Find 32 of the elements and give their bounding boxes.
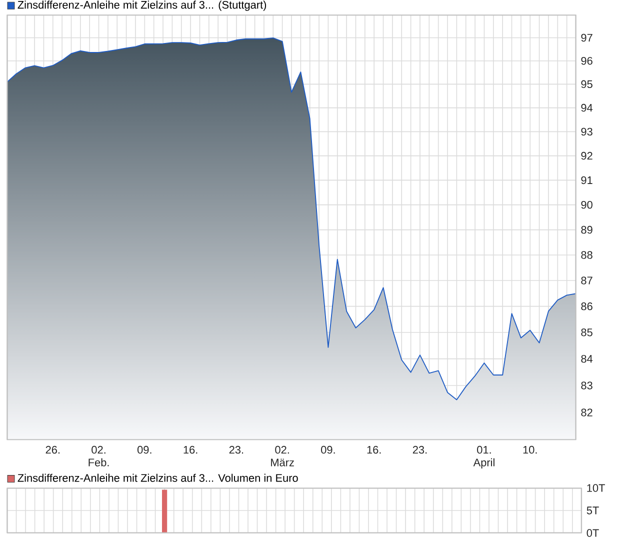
legend-label: Zinsdifferenz-Anleihe mit Zielzins auf 3... (Stuttgart): [18, 0, 266, 11]
x-tick-label: 10.: [523, 446, 537, 454]
x-tick-label: 16.: [367, 446, 381, 454]
y-tick-label: 89: [581, 226, 592, 234]
legend-label: Zinsdifferenz-Anleihe mit Zielzins auf 3... Volumen in Euro: [18, 474, 298, 482]
y-tick-label: 96: [581, 56, 592, 65]
y-tick-label: 10T: [587, 484, 605, 492]
y-tick-label: 83: [581, 382, 592, 390]
y-tick-label: 84: [581, 354, 593, 363]
x-tick-label: 26.: [46, 446, 60, 454]
y-tick-label: 88: [581, 251, 592, 259]
x-tick-label: 01. April: [473, 446, 494, 468]
y-tick-label: 87: [581, 276, 592, 284]
y-tick-label: 92: [581, 152, 592, 160]
y-tick-label: 86: [581, 302, 592, 310]
x-tick-label: 09.: [321, 446, 335, 454]
y-tick-label: 97: [581, 34, 592, 42]
y-tick-label: 90: [581, 200, 592, 209]
y-tick-label: 94: [581, 104, 593, 112]
x-tick-label: 02. Feb.: [88, 446, 109, 466]
x-tick-label: 23.: [412, 446, 427, 454]
y-tick-label: 85: [581, 328, 592, 336]
y-tick-label: 95: [581, 80, 592, 88]
x-tick-label: 16.: [184, 446, 198, 454]
y-tick-label: 0T: [586, 529, 599, 537]
x-tick-label: 02. März: [271, 446, 294, 466]
y-tick-label: 82: [581, 408, 592, 416]
y-tick-label: 93: [581, 128, 592, 136]
x-tick-label: 09.: [137, 446, 152, 454]
x-tick-label: 23.: [229, 446, 244, 454]
y-tick-label: 5T: [586, 506, 599, 514]
y-tick-label: 91: [581, 176, 592, 184]
